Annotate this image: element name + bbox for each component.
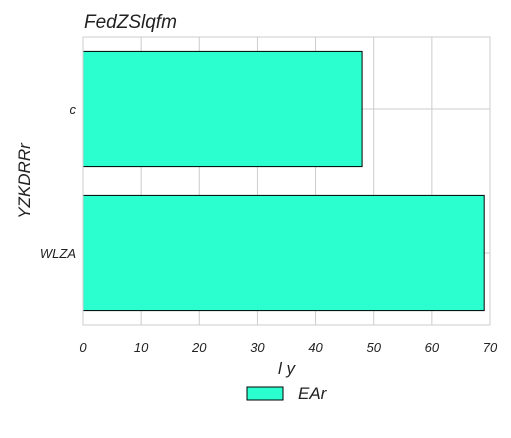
- x-tick-label: 40: [308, 340, 323, 355]
- x-tick-label: 60: [425, 340, 440, 355]
- x-tick-label: 0: [79, 340, 87, 355]
- x-tick-label: 70: [483, 340, 498, 355]
- x-tick-label: 20: [191, 340, 207, 355]
- x-tick-label: 30: [250, 340, 265, 355]
- bar: [82, 194, 485, 312]
- x-tick-labels: 0 10 20 30 40 50 60 70: [79, 340, 498, 355]
- x-tick-label: 50: [366, 340, 381, 355]
- y-tick-labels: c WLZA: [40, 102, 77, 261]
- bar: [82, 50, 363, 168]
- legend: EAr: [246, 384, 328, 403]
- x-axis-label: l y: [278, 359, 297, 378]
- bars: [82, 50, 485, 312]
- y-tick-label: WLZA: [40, 246, 76, 261]
- plot-frame: [82, 36, 491, 326]
- x-tick-label: 10: [134, 340, 149, 355]
- chart-title: FedZSlqfm: [84, 12, 177, 33]
- y-tick-label: c: [70, 102, 77, 117]
- legend-label: EAr: [298, 384, 328, 403]
- y-axis-label: YZKDRRr: [15, 142, 34, 219]
- legend-swatch: [246, 386, 284, 401]
